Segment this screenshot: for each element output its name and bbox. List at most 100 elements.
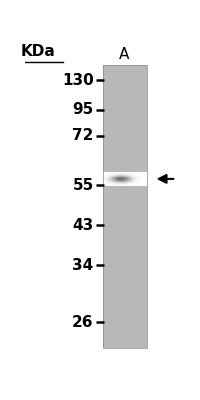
Bar: [117, 182, 118, 183]
Bar: [129, 183, 130, 184]
Text: 130: 130: [62, 73, 93, 88]
Bar: [121, 185, 122, 186]
Bar: [137, 172, 138, 173]
Bar: [116, 183, 117, 184]
Bar: [106, 177, 107, 178]
Bar: [116, 172, 117, 173]
Bar: [134, 182, 135, 183]
Bar: [121, 175, 122, 176]
Bar: [127, 176, 128, 177]
Bar: [110, 184, 111, 185]
Bar: [127, 180, 128, 181]
Bar: [120, 175, 121, 176]
Bar: [131, 175, 132, 176]
Bar: [111, 179, 112, 180]
Bar: [125, 183, 126, 184]
Bar: [128, 172, 129, 173]
Bar: [126, 178, 127, 179]
Bar: [144, 174, 145, 175]
Bar: [133, 174, 134, 175]
Bar: [133, 172, 134, 173]
Bar: [133, 183, 134, 184]
Bar: [105, 183, 106, 184]
Bar: [111, 176, 112, 177]
Bar: [108, 178, 109, 179]
Bar: [125, 174, 126, 175]
Bar: [133, 180, 134, 181]
Bar: [120, 184, 121, 185]
Bar: [143, 182, 144, 183]
Bar: [134, 180, 135, 181]
Bar: [142, 173, 143, 174]
Bar: [118, 178, 119, 179]
Bar: [109, 175, 110, 176]
Bar: [110, 173, 111, 174]
Bar: [110, 175, 111, 176]
Bar: [141, 172, 142, 173]
Bar: [135, 185, 136, 186]
Bar: [140, 182, 141, 183]
Bar: [136, 177, 137, 178]
Bar: [109, 172, 110, 173]
Bar: [120, 183, 121, 184]
Bar: [104, 179, 105, 180]
Bar: [122, 183, 123, 184]
Bar: [128, 173, 129, 174]
Bar: [104, 182, 105, 183]
Bar: [140, 183, 141, 184]
Bar: [140, 184, 141, 185]
Bar: [103, 179, 104, 180]
Bar: [139, 172, 140, 173]
Bar: [120, 181, 121, 182]
Bar: [122, 173, 123, 174]
Bar: [114, 172, 115, 173]
Text: KDa: KDa: [20, 44, 55, 59]
Bar: [106, 183, 107, 184]
Bar: [142, 174, 143, 175]
Bar: [130, 175, 131, 176]
Bar: [141, 177, 142, 178]
Bar: [120, 177, 121, 178]
Bar: [127, 179, 128, 180]
Bar: [118, 175, 119, 176]
Bar: [115, 183, 116, 184]
Bar: [136, 173, 137, 174]
Bar: [129, 180, 130, 181]
Bar: [110, 172, 111, 173]
Bar: [131, 178, 132, 179]
Bar: [135, 180, 136, 181]
Bar: [129, 175, 130, 176]
Bar: [114, 173, 115, 174]
Bar: [141, 178, 142, 179]
Bar: [117, 173, 118, 174]
Bar: [142, 184, 143, 185]
Bar: [137, 174, 138, 175]
Bar: [140, 172, 141, 173]
Bar: [138, 182, 139, 183]
Bar: [121, 178, 122, 179]
Bar: [140, 178, 141, 179]
Text: 95: 95: [72, 102, 93, 117]
Bar: [121, 180, 122, 181]
Bar: [134, 184, 135, 185]
Bar: [128, 180, 129, 181]
Bar: [107, 185, 108, 186]
Bar: [142, 172, 143, 173]
Bar: [112, 183, 113, 184]
Bar: [142, 181, 143, 182]
Bar: [119, 183, 120, 184]
Bar: [103, 176, 104, 177]
Bar: [103, 183, 104, 184]
Bar: [104, 175, 105, 176]
Bar: [117, 180, 118, 181]
Bar: [129, 181, 130, 182]
Bar: [120, 182, 121, 183]
Bar: [129, 182, 130, 183]
Bar: [109, 173, 110, 174]
Bar: [113, 181, 114, 182]
Bar: [114, 179, 115, 180]
Bar: [117, 172, 118, 173]
Bar: [134, 172, 135, 173]
Bar: [107, 180, 108, 181]
Bar: [105, 176, 106, 177]
